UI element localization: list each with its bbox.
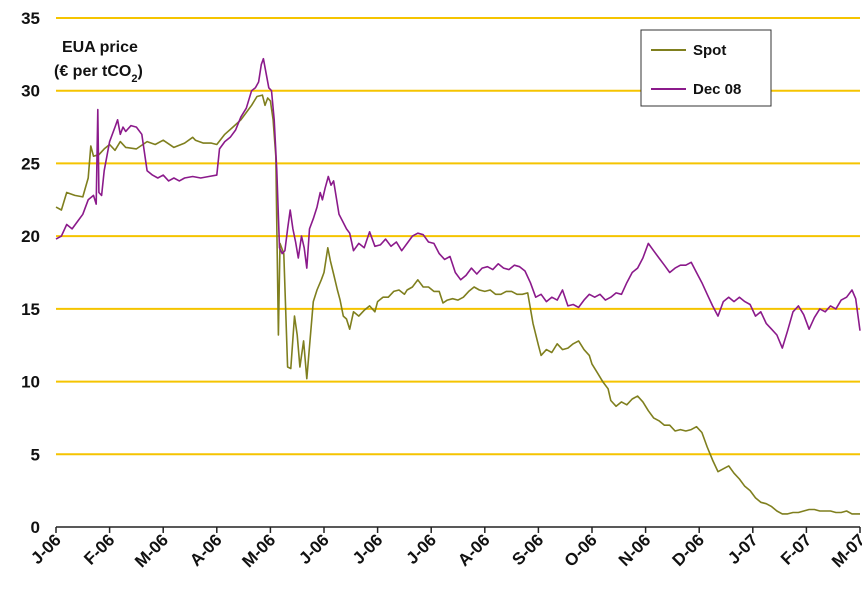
y-tick-label: 10 bbox=[21, 373, 40, 392]
y-tick-label: 25 bbox=[21, 154, 40, 173]
x-tick-label: S-06 bbox=[508, 530, 547, 569]
x-tick-label: F-06 bbox=[80, 530, 118, 568]
x-tick-label: J-06 bbox=[349, 530, 386, 567]
x-tick-label: J-06 bbox=[403, 530, 440, 567]
gridlines bbox=[56, 17, 860, 456]
x-tick-label: O-06 bbox=[561, 530, 601, 570]
legend-box bbox=[640, 29, 772, 107]
x-tick-label: F-07 bbox=[777, 530, 815, 568]
y-axis-unit: (€ per tCO2) bbox=[54, 63, 143, 85]
y-tick-label: 5 bbox=[31, 445, 40, 464]
x-tick-label: A-06 bbox=[454, 530, 493, 569]
x-tick-label: J-06 bbox=[295, 530, 332, 567]
x-tick-label: D-06 bbox=[669, 530, 708, 569]
y-tick-label: 30 bbox=[21, 82, 40, 101]
y-tick-label: 35 bbox=[21, 9, 40, 28]
series-line-spot bbox=[55, 94, 860, 515]
series-line-dec-08 bbox=[55, 57, 861, 349]
x-tick-label: J-07 bbox=[724, 530, 761, 567]
y-axis-label: EUA price bbox=[62, 39, 138, 56]
legend-label-spot: Spot bbox=[693, 42, 726, 59]
y-tick-label: 0 bbox=[31, 518, 40, 537]
legend: Spot Dec 08 bbox=[640, 29, 772, 107]
y-tick-labels: 0 5 10 15 20 25 30 35 bbox=[21, 9, 40, 537]
x-tick-label: A-06 bbox=[186, 530, 225, 569]
x-axis: J-06 F-06 M-06 A-06 M-06 J-06 J-06 J-06 A-06 S-06… bbox=[27, 526, 862, 571]
x-tick-label: M-07 bbox=[828, 530, 862, 571]
y-tick-label: 20 bbox=[21, 227, 40, 246]
x-tick-label: M-06 bbox=[131, 530, 172, 571]
x-tick-label: M-06 bbox=[238, 530, 279, 571]
series-lines bbox=[55, 57, 861, 515]
legend-label-dec08: Dec 08 bbox=[693, 81, 741, 98]
y-tick-label: 15 bbox=[21, 300, 40, 319]
x-tick-label: N-06 bbox=[615, 530, 654, 569]
